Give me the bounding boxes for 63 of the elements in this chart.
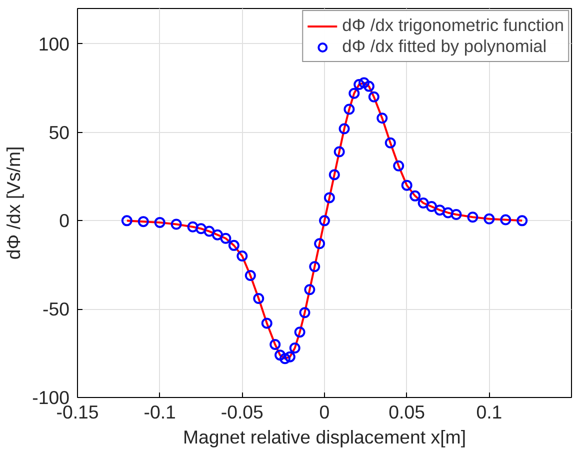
point — [410, 190, 421, 202]
point — [253, 292, 264, 304]
point — [434, 204, 446, 216]
point — [284, 351, 296, 362]
point — [170, 218, 182, 230]
x-tick-label: 0.1 — [476, 402, 502, 422]
point — [228, 240, 240, 251]
legend-label: dΦ /dx fitted by polynomial — [342, 36, 547, 57]
point — [154, 216, 166, 228]
point — [299, 307, 310, 318]
point — [138, 216, 149, 228]
line-series — [126, 82, 524, 360]
point — [401, 180, 412, 191]
point — [196, 223, 206, 234]
legend-label: dΦ /dx trigonometric function — [342, 15, 564, 36]
point — [270, 338, 281, 350]
point — [319, 215, 330, 226]
x-axis-title: Magnet relative displacement x[m] — [182, 426, 466, 448]
point — [187, 221, 198, 232]
point — [314, 238, 326, 250]
point — [220, 232, 232, 244]
point — [121, 215, 132, 226]
point — [334, 146, 345, 158]
y-tick-label: 50 — [48, 122, 70, 143]
y-tick-label: -50 — [42, 298, 70, 320]
y-axis-title: dΦ /dx [Vs/m] — [3, 146, 24, 260]
point — [368, 91, 380, 102]
point — [516, 215, 528, 226]
point — [261, 318, 272, 329]
y-tick-label: 100 — [38, 33, 70, 54]
point — [363, 80, 374, 92]
point — [450, 209, 462, 220]
point — [442, 207, 454, 218]
point — [204, 226, 215, 237]
point — [294, 326, 306, 338]
point — [236, 250, 248, 262]
point — [484, 213, 495, 224]
point — [344, 104, 355, 115]
point — [500, 214, 512, 226]
point — [274, 350, 286, 361]
x-tick-label: 0 — [319, 402, 330, 422]
x-tick-label: -0.1 — [144, 402, 176, 422]
point — [354, 79, 365, 90]
point — [279, 353, 290, 364]
point — [244, 270, 256, 281]
point — [338, 123, 350, 134]
point — [324, 192, 335, 204]
point — [328, 169, 340, 180]
point — [304, 284, 316, 296]
point — [309, 261, 320, 272]
point — [393, 160, 404, 172]
point — [418, 198, 429, 208]
point — [289, 342, 300, 354]
x-tick-label: 0.05 — [388, 402, 425, 422]
y-tick-label: 0 — [59, 210, 70, 232]
point — [384, 137, 396, 148]
point — [358, 77, 370, 88]
point — [212, 229, 223, 240]
point — [426, 201, 438, 212]
x-tick-label: -0.05 — [220, 402, 264, 422]
point — [376, 112, 388, 124]
point — [348, 88, 360, 99]
point — [467, 212, 478, 223]
